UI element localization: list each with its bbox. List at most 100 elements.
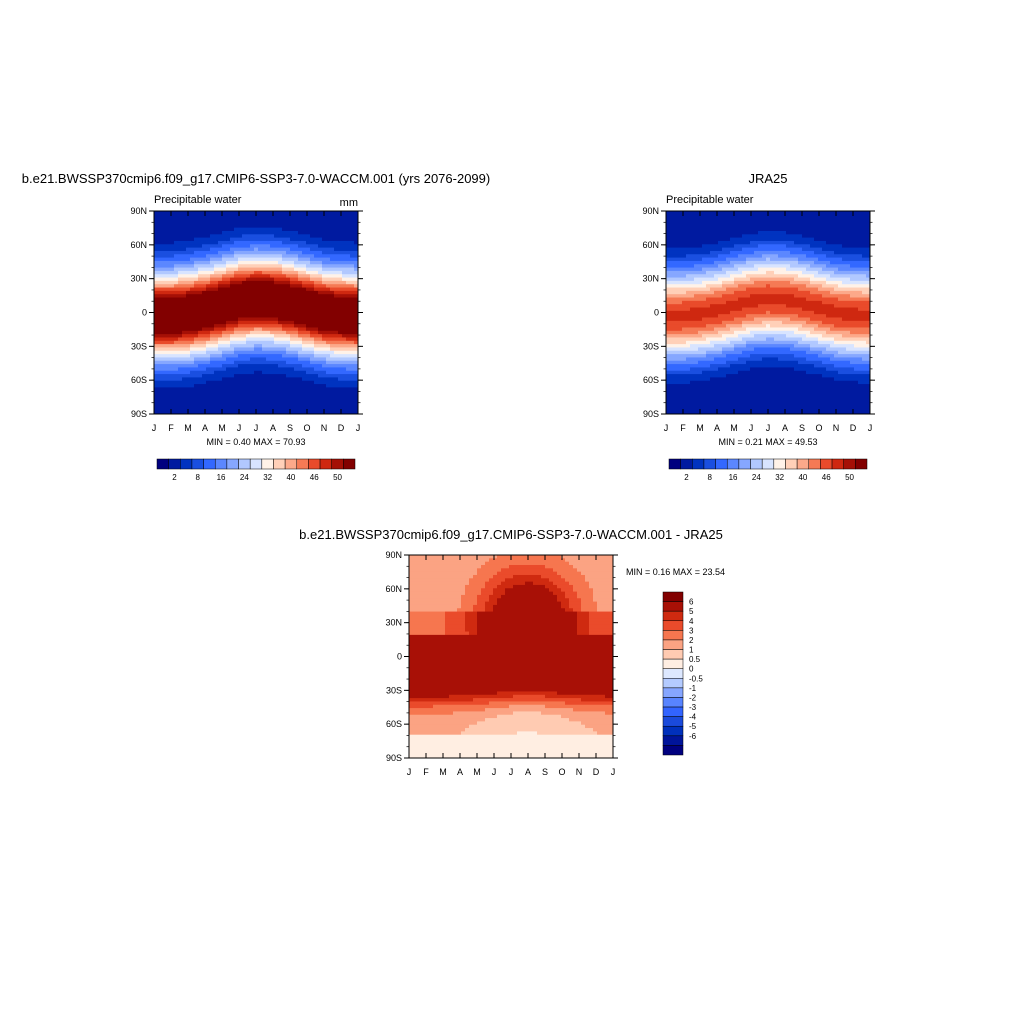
heatmap-cell <box>198 370 203 375</box>
heatmap-cell <box>218 287 223 292</box>
heatmap-cell <box>734 300 739 305</box>
heatmap-cell <box>338 324 343 329</box>
heatmap-cell <box>746 244 751 249</box>
heatmap-cell <box>666 374 671 378</box>
heatmap-cell <box>286 224 291 229</box>
heatmap-cell <box>246 274 251 279</box>
heatmap-cell <box>274 397 279 402</box>
heatmap-cell <box>350 254 355 259</box>
heatmap-cell <box>726 397 731 402</box>
heatmap-cell <box>746 230 751 235</box>
heatmap-cell <box>766 264 771 269</box>
heatmap-cell <box>706 387 711 392</box>
heatmap-cell <box>282 364 287 369</box>
heatmap-cell <box>706 224 711 229</box>
heatmap-cell <box>766 317 771 322</box>
heatmap-cell <box>166 367 171 372</box>
heatmap-cell <box>338 387 343 392</box>
heatmap-cell <box>210 211 215 215</box>
heatmap-cell <box>218 390 223 395</box>
heatmap-cell <box>242 324 247 329</box>
heatmap-cell <box>758 354 763 359</box>
heatmap-cell <box>162 360 167 365</box>
heatmap-cell <box>318 367 323 372</box>
heatmap-cell <box>306 364 311 369</box>
heatmap-cell <box>170 324 175 329</box>
heatmap-cell <box>286 377 291 382</box>
heatmap-cell <box>206 314 211 319</box>
heatmap-cell <box>242 224 247 229</box>
heatmap-cell <box>206 394 211 398</box>
heatmap-cell <box>338 364 343 369</box>
heatmap-cell <box>230 384 235 388</box>
heatmap-cell <box>758 380 763 385</box>
heatmap-cell <box>238 247 243 252</box>
heatmap-cell <box>238 374 243 378</box>
heatmap-cell <box>186 214 191 219</box>
heatmap-cell <box>190 297 195 302</box>
heatmap-cell <box>170 254 175 259</box>
heatmap-cell <box>706 284 711 289</box>
heatmap-cell <box>246 224 251 229</box>
heatmap-cell <box>698 347 703 352</box>
heatmap-cell <box>162 270 167 275</box>
heatmap-cell <box>734 217 739 222</box>
heatmap-cell <box>326 234 331 239</box>
heatmap-cell <box>330 300 335 305</box>
heatmap-cell <box>234 211 239 215</box>
heatmap-cell <box>322 400 327 405</box>
heatmap-cell <box>310 230 315 235</box>
heatmap-cell <box>174 260 179 265</box>
heatmap-cell <box>742 247 747 252</box>
heatmap-cell <box>230 220 235 225</box>
heatmap-cell <box>674 330 679 335</box>
heatmap-cell <box>266 230 271 235</box>
heatmap-cell <box>758 344 763 349</box>
heatmap-cell <box>778 220 783 225</box>
heatmap-cell <box>270 250 275 255</box>
heatmap-cell <box>254 267 259 272</box>
heatmap-cell <box>770 390 775 395</box>
heatmap-cell <box>238 327 243 332</box>
heatmap-cell <box>730 404 735 408</box>
heatmap-cell <box>170 357 175 362</box>
heatmap-cell <box>166 277 171 282</box>
heatmap-cell <box>222 264 227 269</box>
heatmap-cell <box>202 394 207 398</box>
heatmap-cell <box>298 324 303 329</box>
heatmap-cell <box>702 384 707 388</box>
heatmap-cell <box>246 334 251 339</box>
heatmap-cell <box>698 384 703 388</box>
heatmap-cell <box>690 407 695 412</box>
heatmap-cell <box>702 307 707 312</box>
heatmap-cell <box>690 334 695 339</box>
heatmap-cell <box>294 240 299 245</box>
heatmap-cell <box>214 257 219 262</box>
heatmap-cell <box>322 317 327 322</box>
heatmap-cell <box>678 300 683 305</box>
heatmap-cell <box>738 354 743 359</box>
heatmap-cell <box>226 354 231 359</box>
heatmap-cell <box>718 340 723 345</box>
heatmap-cell <box>354 367 358 372</box>
heatmap-cell <box>286 387 291 392</box>
heatmap-cell <box>186 224 191 229</box>
heatmap-cell <box>238 397 243 402</box>
heatmap-cell <box>698 244 703 249</box>
heatmap-cell <box>354 280 358 285</box>
heatmap-cell <box>758 267 763 272</box>
heatmap-cell <box>262 284 267 289</box>
heatmap-cell <box>754 267 759 272</box>
heatmap-cell <box>162 387 167 392</box>
heatmap-cell <box>310 300 315 305</box>
heatmap-cell <box>750 377 755 382</box>
heatmap-cell <box>698 304 703 309</box>
heatmap-cell <box>170 247 175 252</box>
heatmap-cell <box>190 230 195 235</box>
heatmap-cell <box>294 344 299 349</box>
heatmap-cell <box>690 244 695 249</box>
heatmap-cell <box>734 357 739 362</box>
heatmap-cell <box>234 390 239 395</box>
heatmap-cell <box>694 310 699 315</box>
heatmap-cell <box>742 407 747 412</box>
